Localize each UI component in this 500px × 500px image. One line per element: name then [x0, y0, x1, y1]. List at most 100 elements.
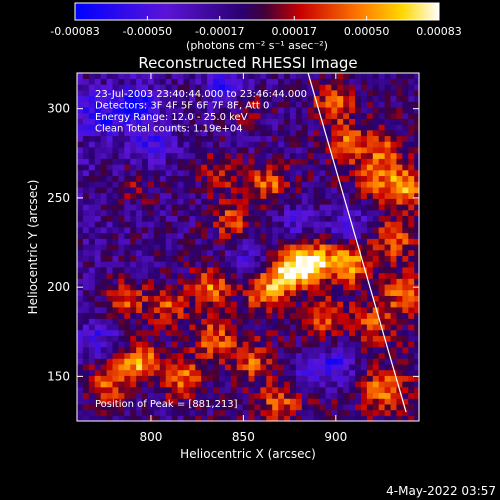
heatmap-cell [254, 272, 261, 279]
heatmap-cell [94, 249, 102, 256]
heatmap-cell [408, 272, 415, 279]
heatmap-cell [159, 169, 167, 177]
heatmap-cell [284, 358, 291, 365]
heatmap-cell [136, 73, 143, 79]
heatmap-cell [153, 249, 161, 256]
heatmap-cell [236, 289, 244, 296]
heatmap-cell [142, 381, 149, 388]
heatmap-cell [372, 135, 380, 142]
heatmap-cell [118, 323, 125, 331]
heatmap-cell [165, 124, 173, 131]
heatmap-cell [349, 346, 356, 354]
heatmap-cell [213, 226, 220, 234]
heatmap-cell [159, 369, 167, 376]
heatmap-cell [236, 198, 244, 205]
heatmap-cell [278, 398, 285, 405]
heatmap-cell [284, 381, 291, 388]
heatmap-cell [218, 415, 226, 421]
heatmap-cell [201, 352, 208, 359]
colorbar-ticks [74, 16, 440, 20]
heatmap-cell [331, 266, 338, 274]
heatmap-cell [414, 106, 419, 114]
heatmap-cell [295, 249, 303, 256]
heatmap-cell [218, 403, 226, 411]
heatmap-cell [396, 175, 403, 182]
heatmap-cell [295, 186, 303, 194]
heatmap-cell [384, 95, 392, 102]
heatmap-cell [236, 403, 244, 411]
heatmap-cell [349, 124, 356, 131]
heatmap-cell [136, 95, 143, 102]
heatmap-cell [142, 215, 149, 222]
heatmap-cell [307, 129, 315, 137]
heatmap-cell [272, 358, 279, 365]
heatmap-cell [289, 312, 297, 319]
heatmap-cell [189, 181, 196, 188]
heatmap-cell [195, 358, 202, 365]
heatmap-cell [207, 249, 214, 256]
heatmap-cell [408, 375, 415, 382]
heatmap-cell [360, 369, 368, 376]
heatmap-cell [360, 124, 368, 131]
heatmap-cell [396, 232, 403, 239]
heatmap-cell [165, 306, 173, 314]
heatmap-cell [331, 363, 338, 371]
heatmap-cell [307, 135, 315, 142]
heatmap-cell [366, 164, 374, 171]
heatmap-cell [77, 175, 84, 182]
heatmap-cell [307, 175, 315, 182]
heatmap-cell [337, 78, 344, 85]
heatmap-cell [189, 289, 196, 296]
heatmap-cell [272, 272, 279, 279]
heatmap-cell [236, 255, 244, 262]
heatmap-cell [349, 283, 356, 291]
heatmap-cell [289, 255, 297, 262]
heatmap-cell [130, 84, 137, 91]
heatmap-cell [402, 352, 409, 359]
heatmap-cell [390, 203, 398, 211]
heatmap-cell [236, 226, 244, 234]
heatmap-cell [360, 352, 368, 359]
heatmap-cell [171, 112, 179, 119]
heatmap-cell [142, 398, 149, 405]
heatmap-cell [88, 221, 96, 228]
heatmap-cell [195, 283, 202, 291]
heatmap-cell [284, 341, 291, 348]
heatmap-cell [165, 215, 173, 222]
heatmap-cell [195, 415, 202, 421]
heatmap-cell [284, 289, 291, 296]
heatmap-cell [278, 261, 285, 268]
heatmap-cell [136, 249, 143, 256]
heatmap-cell [124, 261, 131, 268]
heatmap-cell [165, 415, 173, 421]
heatmap-cell [372, 381, 380, 388]
heatmap-cell [236, 112, 244, 119]
heatmap-cell [307, 158, 315, 165]
heatmap-cell [295, 101, 303, 108]
heatmap-cell [153, 84, 161, 91]
heatmap-cell [319, 392, 327, 399]
heatmap-cell [224, 398, 232, 405]
heatmap-cell [218, 272, 226, 279]
heatmap-cell [136, 232, 143, 239]
heatmap-cell [242, 118, 250, 125]
heatmap-cell [136, 381, 143, 388]
heatmap-cell [343, 295, 350, 302]
heatmap-cell [260, 363, 267, 371]
heatmap-cell [159, 118, 167, 125]
heatmap-cell [337, 129, 344, 137]
heatmap-cell [100, 84, 108, 91]
heatmap-cell [278, 375, 285, 382]
heatmap-cell [289, 226, 297, 234]
heatmap-cell [390, 278, 398, 285]
heatmap-cell [349, 318, 356, 325]
heatmap-cell [88, 95, 96, 102]
heatmap-cell [177, 226, 185, 234]
heatmap-cell [266, 312, 273, 319]
heatmap-cell [112, 306, 120, 314]
heatmap-cell [88, 335, 96, 342]
heatmap-cell [106, 306, 114, 314]
heatmap-cell [284, 78, 291, 85]
heatmap-cell [165, 255, 173, 262]
heatmap-cell [355, 312, 362, 319]
